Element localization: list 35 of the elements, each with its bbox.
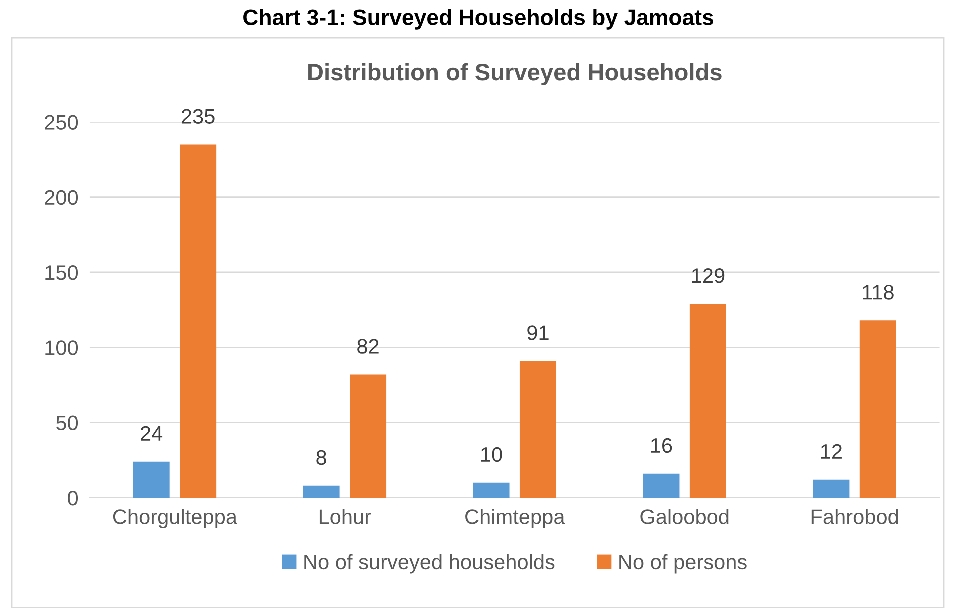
- bar: [303, 486, 340, 498]
- data-label: 91: [528, 326, 549, 340]
- x-tick-label: Lohur: [320, 509, 372, 524]
- x-tick-label: Chimteppa: [466, 509, 566, 528]
- bar: [643, 474, 680, 498]
- bar: [350, 374, 387, 498]
- data-label: 8: [316, 450, 326, 466]
- y-tick-label: 200: [45, 190, 78, 206]
- data-label: 235: [182, 109, 215, 124]
- x-tick-label: Galoobod: [640, 509, 729, 524]
- data-label: 129: [692, 268, 725, 284]
- y-tick-label: 250: [45, 115, 78, 130]
- x-tick-label: Fahrobod: [812, 509, 898, 524]
- data-label: 24: [141, 426, 163, 441]
- legend-label: No of surveyed households: [304, 554, 555, 574]
- data-label: 82: [358, 339, 379, 354]
- bar: [813, 480, 850, 498]
- data-label: 118: [863, 285, 894, 300]
- data-label: 10: [482, 447, 502, 462]
- y-tick-label: 150: [46, 266, 78, 280]
- bar: [180, 144, 217, 498]
- y-tick-label: 50: [56, 416, 78, 431]
- bar: [860, 320, 896, 498]
- data-label: 16: [651, 438, 672, 454]
- x-tick-label: Chorgulteppa: [113, 509, 238, 528]
- bar: [133, 462, 170, 498]
- bar: [690, 304, 726, 498]
- chart-title: Chart 3-1: Surveyed Households by Jamoats: [244, 9, 714, 30]
- chart-subtitle: Distribution of Surveyed Households: [308, 63, 722, 86]
- legend-label: No of persons: [620, 554, 747, 574]
- y-tick-label: 0: [68, 490, 78, 506]
- bar: [473, 482, 510, 498]
- bar: [520, 361, 557, 498]
- y-tick-label: 100: [46, 340, 78, 356]
- data-label: 12: [821, 444, 842, 459]
